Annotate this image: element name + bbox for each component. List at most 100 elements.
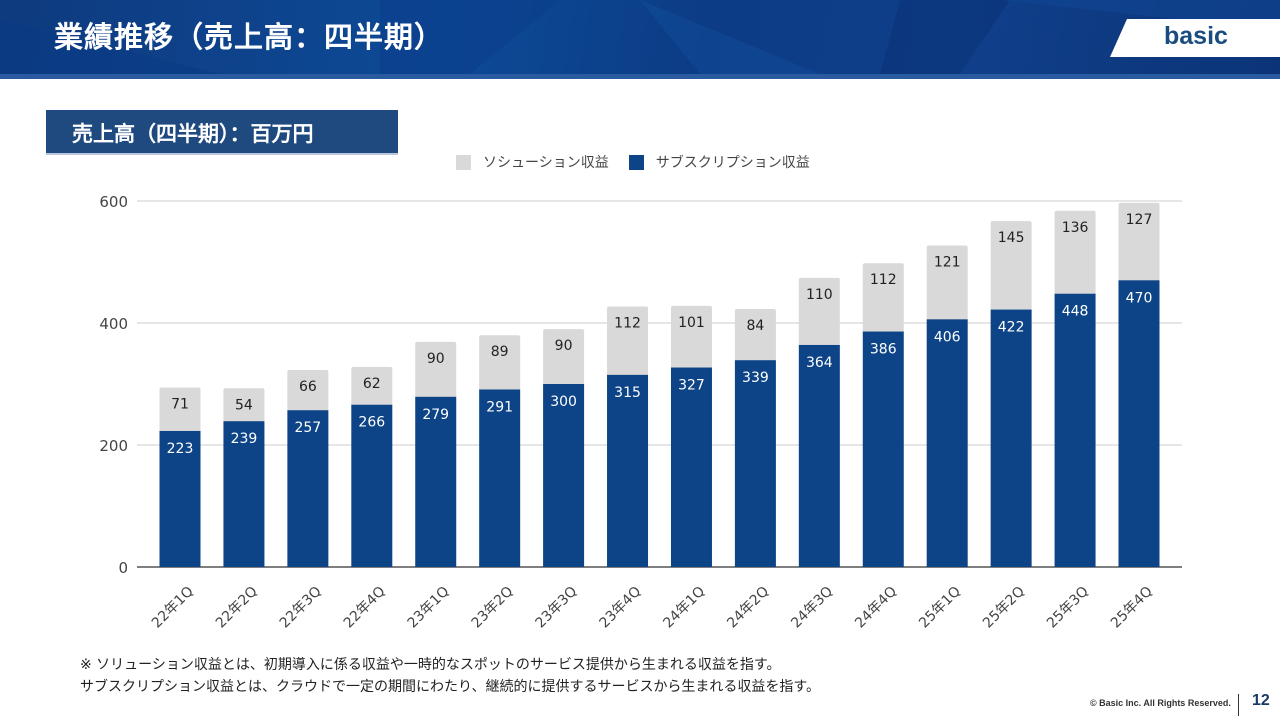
data-label-subscription: 364 (806, 355, 833, 371)
bar-solution (607, 306, 649, 377)
bar-subscription (479, 389, 521, 567)
chart-legend: ソシューション収益 サブスクリプション収益 (456, 152, 830, 172)
bar-solution (862, 263, 904, 334)
bar-subscription (159, 430, 201, 567)
bar-solution (798, 277, 840, 347)
bar-subscription (287, 410, 329, 567)
data-label-subscription: 470 (1126, 290, 1153, 306)
bar-solution (287, 369, 329, 413)
data-label-solution: 145 (998, 230, 1025, 246)
bar-solution (351, 366, 393, 407)
bar-subscription (1118, 280, 1160, 567)
x-tick-label: 24年2Q (724, 584, 772, 632)
bar-subscription (798, 344, 840, 567)
x-tick-label: 22年1Q (149, 584, 197, 632)
data-label-solution: 121 (934, 255, 961, 271)
footnote-line-2: サブスクリプション収益とは、クラウドで一定の期間にわたり、継続的に提供するサービ… (80, 679, 821, 695)
data-label-solution: 112 (870, 272, 897, 288)
data-label-subscription: 223 (167, 441, 194, 457)
bar-solution (926, 245, 968, 322)
data-label-solution: 89 (491, 344, 509, 360)
y-tick-label: 600 (99, 193, 128, 211)
data-label-solution: 84 (746, 318, 764, 334)
data-label-solution: 66 (299, 379, 317, 395)
y-tick-label: 200 (99, 437, 128, 455)
bar-solution (543, 329, 585, 386)
bar-subscription (223, 421, 265, 567)
header-decoration (0, 0, 1280, 74)
data-label-solution: 90 (555, 338, 573, 354)
data-label-subscription: 291 (486, 399, 513, 415)
bar-solution (223, 388, 265, 424)
brand-logo: basic (1110, 19, 1280, 57)
bar-subscription (990, 309, 1032, 567)
data-label-solution: 112 (614, 316, 641, 332)
bar-subscription (351, 404, 393, 567)
bar-subscription (415, 396, 457, 567)
x-tick-label: 23年3Q (533, 584, 581, 632)
bar-subscription (926, 319, 968, 567)
x-tick-label: 23年2Q (469, 584, 517, 632)
data-label-subscription: 422 (998, 320, 1025, 336)
footnote-line-1: ※ ソリューション収益とは、初期導入に係る収益や一時的なスポットのサービス提供か… (80, 657, 781, 673)
header-banner: 業績推移（売上高：四半期） basic (0, 0, 1280, 74)
bar-solution (415, 341, 457, 399)
data-label-subscription: 448 (1062, 304, 1089, 320)
x-tick-label: 25年2Q (980, 584, 1028, 632)
chart-subtitle: 売上高（四半期）：百万円 (72, 122, 314, 146)
data-label-subscription: 279 (422, 407, 449, 423)
bar-subscription (862, 331, 904, 567)
data-label-subscription: 257 (294, 420, 321, 436)
data-label-subscription: 266 (358, 415, 385, 431)
page-title: 業績推移（売上高：四半期） (54, 20, 445, 54)
bar-solution (990, 221, 1032, 312)
legend-item-solution: ソシューション収益 (456, 152, 609, 172)
brand-logo-text: basic (1164, 22, 1228, 50)
bar-solution (670, 305, 712, 370)
x-tick-label: 22年2Q (213, 584, 261, 632)
y-tick-label: 0 (118, 559, 128, 577)
bar-solution (1054, 210, 1096, 296)
data-label-subscription: 327 (678, 378, 705, 394)
legend-swatch-solution (456, 154, 471, 170)
bar-subscription (607, 374, 649, 567)
x-tick-label: 23年1Q (405, 584, 453, 632)
header-strip (0, 74, 1280, 79)
x-tick-label: 23年4Q (596, 584, 644, 632)
page-divider (1238, 694, 1239, 716)
chart-subtitle-box: 売上高（四半期）：百万円 (46, 110, 398, 155)
data-label-subscription: 339 (742, 370, 769, 386)
data-label-subscription: 315 (614, 385, 641, 401)
data-label-solution: 101 (678, 315, 705, 331)
legend-swatch-subscription (628, 154, 644, 170)
data-label-solution: 62 (363, 376, 381, 392)
data-label-solution: 136 (1062, 220, 1089, 236)
bar-subscription (670, 367, 712, 567)
bar-solution (159, 387, 201, 433)
copyright: © Basic Inc. All Rights Reserved. (1090, 698, 1231, 708)
data-label-subscription: 300 (550, 394, 577, 410)
data-label-subscription: 406 (934, 329, 961, 345)
footnote: ※ ソリューション収益とは、初期導入に係る収益や一時的なスポットのサービス提供か… (80, 654, 820, 698)
bar-subscription (543, 384, 585, 567)
data-label-solution: 110 (806, 287, 833, 303)
y-tick-label: 400 (99, 315, 128, 333)
page-number: 12 (1252, 692, 1270, 709)
legend-item-subscription: サブスクリプション収益 (628, 152, 810, 172)
data-label-solution: 90 (427, 351, 445, 367)
bar-solution (479, 335, 521, 392)
x-tick-label: 25年1Q (916, 584, 964, 632)
legend-label-subscription: サブスクリプション収益 (655, 155, 810, 171)
data-label-solution: 127 (1126, 212, 1153, 228)
data-label-solution: 54 (235, 397, 253, 413)
x-tick-label: 25年3Q (1044, 584, 1092, 632)
bar-subscription (1054, 293, 1096, 567)
x-tick-label: 22年4Q (341, 584, 389, 632)
x-tick-label: 24年3Q (788, 584, 836, 632)
legend-label-solution: ソシューション収益 (483, 155, 609, 171)
x-tick-label: 24年1Q (660, 584, 708, 632)
data-label-subscription: 386 (870, 342, 897, 358)
bar-solution (1118, 202, 1160, 283)
x-tick-label: 22年3Q (277, 584, 325, 632)
data-label-subscription: 239 (231, 431, 258, 447)
